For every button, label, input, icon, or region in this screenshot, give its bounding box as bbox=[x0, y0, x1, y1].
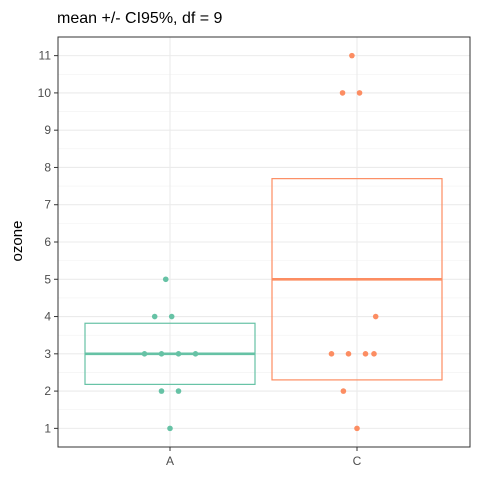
data-point bbox=[349, 52, 355, 59]
data-point bbox=[158, 388, 165, 394]
x-tick-label: A bbox=[166, 454, 174, 468]
axes: 1 2 3 4 5 6 7 8 9 10 11 A C bbox=[38, 49, 362, 468]
data-point bbox=[192, 351, 199, 357]
chart-title: mean +/- CI95%, df = 9 bbox=[57, 10, 223, 27]
x-tick-label: C bbox=[353, 454, 362, 468]
y-tick-label: 2 bbox=[44, 384, 51, 398]
y-axis-label: ozone bbox=[9, 221, 26, 262]
data-point bbox=[356, 90, 363, 96]
ci-boxes bbox=[84, 178, 443, 385]
data-point bbox=[162, 276, 169, 283]
grid bbox=[58, 37, 470, 447]
y-tick-label: 8 bbox=[44, 160, 51, 174]
data-point bbox=[345, 351, 352, 357]
data-point bbox=[158, 351, 165, 357]
data-point bbox=[372, 313, 379, 320]
y-tick-label: 10 bbox=[38, 86, 52, 100]
data-point bbox=[151, 313, 158, 320]
y-tick-label: 11 bbox=[39, 49, 52, 63]
panel-border bbox=[57, 36, 471, 448]
data-point bbox=[175, 351, 182, 357]
data-point bbox=[175, 388, 182, 394]
data-point bbox=[339, 90, 346, 96]
y-tick-label: 3 bbox=[44, 347, 51, 361]
data-point bbox=[167, 425, 173, 432]
y-tick-label: 5 bbox=[44, 272, 51, 286]
data-point bbox=[340, 388, 347, 394]
data-point bbox=[328, 351, 335, 357]
data-point bbox=[141, 351, 148, 357]
data-point bbox=[354, 425, 360, 432]
y-tick-label: 9 bbox=[44, 123, 51, 137]
y-tick-label: 1 bbox=[44, 421, 51, 435]
data-points bbox=[141, 52, 379, 432]
data-point bbox=[168, 313, 175, 320]
data-point bbox=[362, 351, 369, 357]
data-point bbox=[371, 351, 377, 357]
y-tick-label: 6 bbox=[44, 235, 51, 249]
y-tick-label: 7 bbox=[44, 198, 51, 212]
y-tick-label: 4 bbox=[44, 310, 51, 324]
